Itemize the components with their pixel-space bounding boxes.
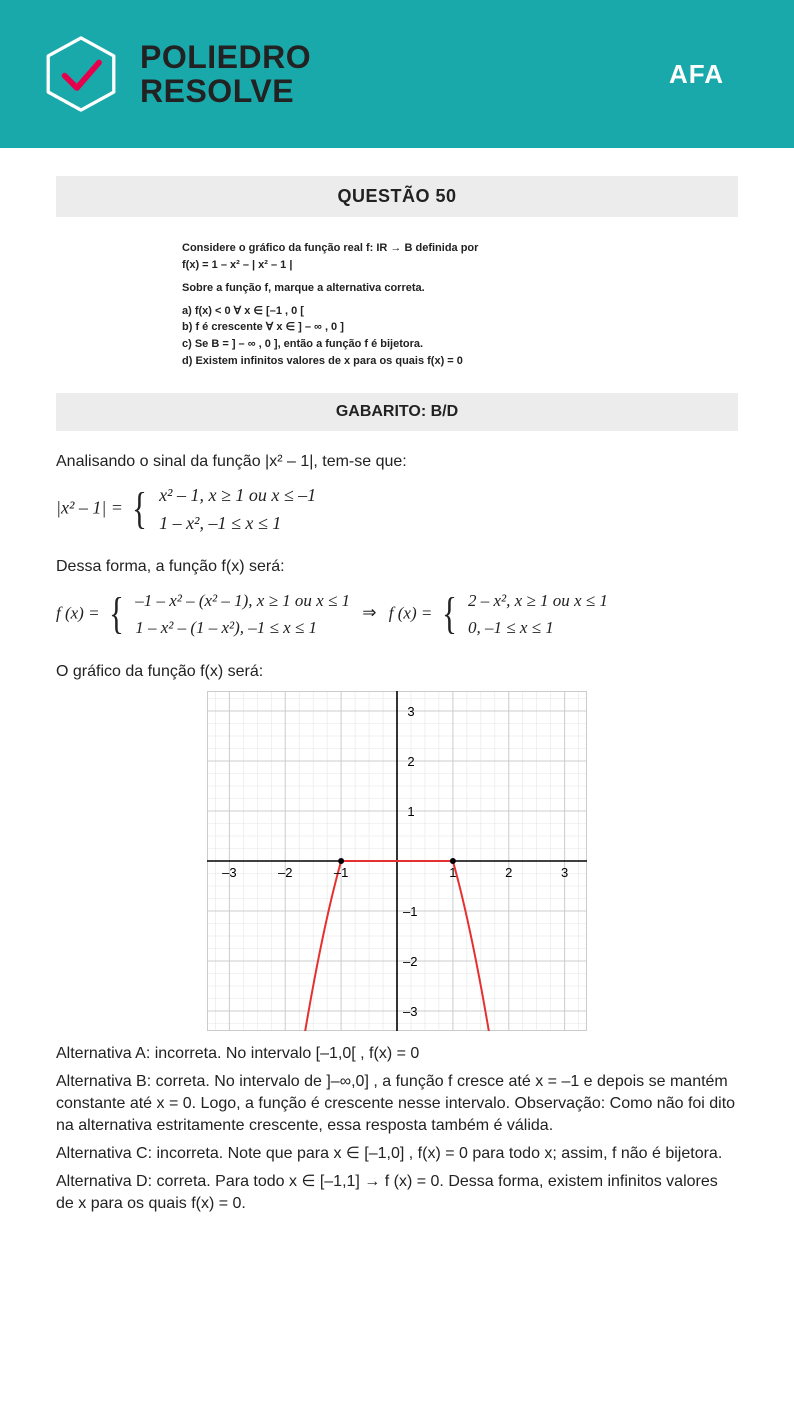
prompt-line3: Sobre a função f, marque a alternativa c… (182, 282, 425, 294)
brace-icon: { (109, 584, 124, 645)
abs-piece2: 1 – x², –1 ≤ x ≤ 1 (159, 509, 316, 538)
alt-d: Alternativa D: correta. Para todo x ∈ [–… (56, 1171, 738, 1215)
fx-label-2: f (x) = (389, 603, 433, 622)
abs-piecewise: |x² – 1| = { x² – 1, x ≥ 1 ou x ≤ –1 1 –… (56, 479, 738, 540)
brand-line1: POLIEDRO (140, 41, 311, 73)
abs-left: |x² – 1| = (56, 497, 123, 517)
svg-text:–1: –1 (334, 865, 348, 880)
solution: Analisando o sinal da função |x² – 1|, t… (56, 451, 738, 1215)
option-a: a) f(x) < 0 ∀ x ∈ [–1 , 0 [ (182, 305, 304, 317)
exam-label: AFA (669, 59, 724, 90)
fx-right-1: 2 – x², x ≥ 1 ou x ≤ 1 (468, 587, 608, 614)
header: POLIEDRO RESOLVE AFA (0, 0, 794, 148)
sol-line1: Analisando o sinal da função |x² – 1|, t… (56, 451, 738, 473)
problem-statement: Considere o gráfico da função real f: IR… (182, 241, 612, 369)
fx-piecewise: f (x) = { –1 – x² – (x² – 1), x ≥ 1 ou x… (56, 584, 738, 645)
brand-block: POLIEDRO RESOLVE (40, 33, 311, 115)
sol-line2: Dessa forma, a função f(x) será: (56, 556, 738, 578)
brand-line2: RESOLVE (140, 75, 311, 107)
options-list: a) f(x) < 0 ∀ x ∈ [–1 , 0 [ b) f é cresc… (182, 304, 612, 369)
brace-icon: { (442, 584, 457, 645)
chart-container: –3 –2 –1 1 2 3 1 2 3 –1 –2 –3 (56, 691, 738, 1031)
option-b: b) f é crescente ∀ x ∈ ] – ∞ , 0 ] (182, 321, 344, 333)
svg-text:3: 3 (561, 865, 568, 880)
implies-arrow: ⇒ (362, 603, 376, 622)
svg-text:3: 3 (407, 704, 414, 719)
sol-line3: O gráfico da função f(x) será: (56, 661, 738, 683)
function-graph: –3 –2 –1 1 2 3 1 2 3 –1 –2 –3 (207, 691, 587, 1031)
alt-b: Alternativa B: correta. No intervalo de … (56, 1071, 738, 1137)
svg-text:–2: –2 (403, 954, 417, 969)
svg-text:–1: –1 (403, 904, 417, 919)
fx-left-1: –1 – x² – (x² – 1), x ≥ 1 ou x ≤ 1 (135, 587, 350, 614)
option-d: d) Existem infinitos valores de x para o… (182, 355, 463, 367)
alt-a: Alternativa A: incorreta. No intervalo [… (56, 1043, 738, 1065)
alt-c: Alternativa C: incorreta. Note que para … (56, 1143, 738, 1165)
svg-text:1: 1 (449, 865, 456, 880)
fx-right-2: 0, –1 ≤ x ≤ 1 (468, 614, 608, 641)
svg-text:–3: –3 (222, 865, 236, 880)
fx-left-2: 1 – x² – (1 – x²), –1 ≤ x ≤ 1 (135, 614, 350, 641)
option-c: c) Se B = ] – ∞ , 0 ], então a função f … (182, 338, 423, 350)
abs-piece1: x² – 1, x ≥ 1 ou x ≤ –1 (159, 481, 316, 510)
logo-icon (40, 33, 122, 115)
prompt-line1: Considere o gráfico da função real f: IR… (182, 242, 478, 254)
question-title-bar: QUESTÃO 50 (56, 176, 738, 217)
svg-text:1: 1 (407, 804, 414, 819)
svg-text:2: 2 (505, 865, 512, 880)
prompt-line2: f(x) = 1 – x² – | x² – 1 | (182, 259, 292, 271)
svg-text:2: 2 (407, 754, 414, 769)
answer-bar: GABARITO: B/D (56, 393, 738, 431)
svg-text:–3: –3 (403, 1004, 417, 1019)
fx-label-1: f (x) = (56, 603, 100, 622)
brace-icon: { (133, 479, 148, 540)
content: QUESTÃO 50 Considere o gráfico da função… (0, 148, 794, 1261)
brand-text: POLIEDRO RESOLVE (140, 41, 311, 107)
svg-text:–2: –2 (278, 865, 292, 880)
